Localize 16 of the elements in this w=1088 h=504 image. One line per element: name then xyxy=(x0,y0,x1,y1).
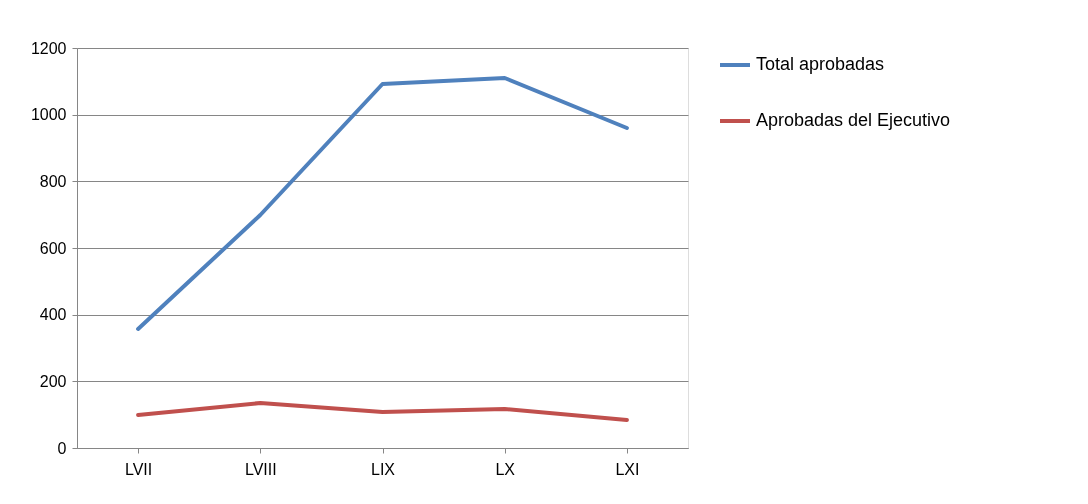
x-tick-label: LIX xyxy=(370,460,396,478)
y-tick-label: 1000 xyxy=(30,106,67,124)
legend-label: Aprobadas del Ejecutivo xyxy=(756,110,951,130)
x-tick-label: LX xyxy=(495,460,516,478)
y-tick-label: 400 xyxy=(39,306,67,324)
line-series xyxy=(136,401,629,422)
x-tick-label: LVII xyxy=(124,460,153,478)
x-tick-label: LVIII xyxy=(244,460,277,478)
line-series xyxy=(136,76,629,331)
y-tick-label: 1200 xyxy=(30,39,67,57)
y-tick-label: 800 xyxy=(39,172,67,190)
y-tick-label: 600 xyxy=(39,239,67,257)
legend-label: Total aprobadas xyxy=(756,54,885,74)
y-tick-label: 200 xyxy=(39,372,67,390)
x-tick-label: LXI xyxy=(615,460,640,478)
y-tick-label: 0 xyxy=(57,439,67,457)
